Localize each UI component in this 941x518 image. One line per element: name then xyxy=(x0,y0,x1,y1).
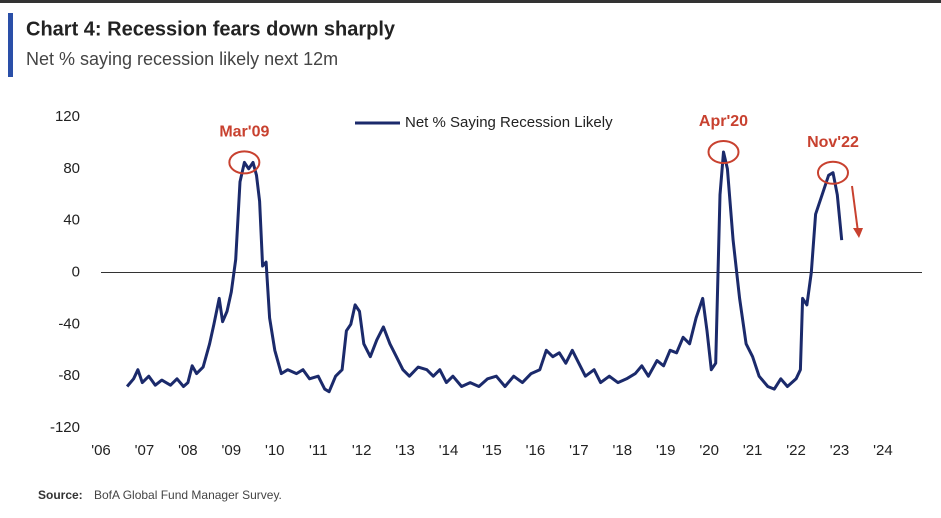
x-tick-label: '24 xyxy=(873,442,893,459)
x-tick-label: '19 xyxy=(656,442,676,459)
source-label: Source: xyxy=(38,488,83,502)
title-bar xyxy=(8,13,13,77)
y-tick-label: -120 xyxy=(50,419,80,436)
x-tick-label: '11 xyxy=(309,442,327,459)
y-tick-label: 40 xyxy=(63,212,80,229)
data-line xyxy=(125,150,844,394)
x-tick-label: '21 xyxy=(743,442,763,459)
x-tick-label: '20 xyxy=(699,442,719,459)
x-tick-label: '12 xyxy=(352,442,372,459)
annotation-circle xyxy=(707,139,740,164)
x-tick-label: '23 xyxy=(830,442,850,459)
down-arrow xyxy=(851,185,859,233)
x-tick-label: '13 xyxy=(395,442,415,459)
annotation-circle xyxy=(816,160,849,185)
annotation-label: Apr'20 xyxy=(699,113,748,130)
chart-subtitle: Net % saying recession likely next 12m xyxy=(26,49,338,69)
annotation-label: Nov'22 xyxy=(807,134,859,151)
arrow-head xyxy=(853,228,863,238)
x-tick-label: '08 xyxy=(178,442,198,459)
x-tick-label: '18 xyxy=(613,442,633,459)
x-tick-label: '09 xyxy=(222,442,242,459)
x-tick-label: '17 xyxy=(569,442,589,459)
y-tick-label: -40 xyxy=(58,315,80,332)
annotation-label: Mar'09 xyxy=(219,124,269,141)
y-tick-label: 80 xyxy=(63,160,80,177)
annotation-circle xyxy=(228,150,261,175)
x-tick-label: '15 xyxy=(482,442,502,459)
y-tick-label: -80 xyxy=(58,367,80,384)
y-tick-label: 120 xyxy=(55,108,80,125)
x-tick-label: '14 xyxy=(439,442,459,459)
x-tick-label: '06 xyxy=(91,442,111,459)
chart-title: Chart 4: Recession fears down sharply xyxy=(26,18,396,40)
x-tick-label: '16 xyxy=(526,442,546,459)
source-text: BofA Global Fund Manager Survey. xyxy=(94,488,282,502)
x-tick-label: '22 xyxy=(786,442,806,459)
legend-label: Net % Saying Recession Likely xyxy=(405,114,613,131)
top-rule xyxy=(0,0,941,3)
x-tick-label: '10 xyxy=(265,442,285,459)
x-tick-label: '07 xyxy=(135,442,155,459)
y-tick-label: 0 xyxy=(72,263,80,280)
